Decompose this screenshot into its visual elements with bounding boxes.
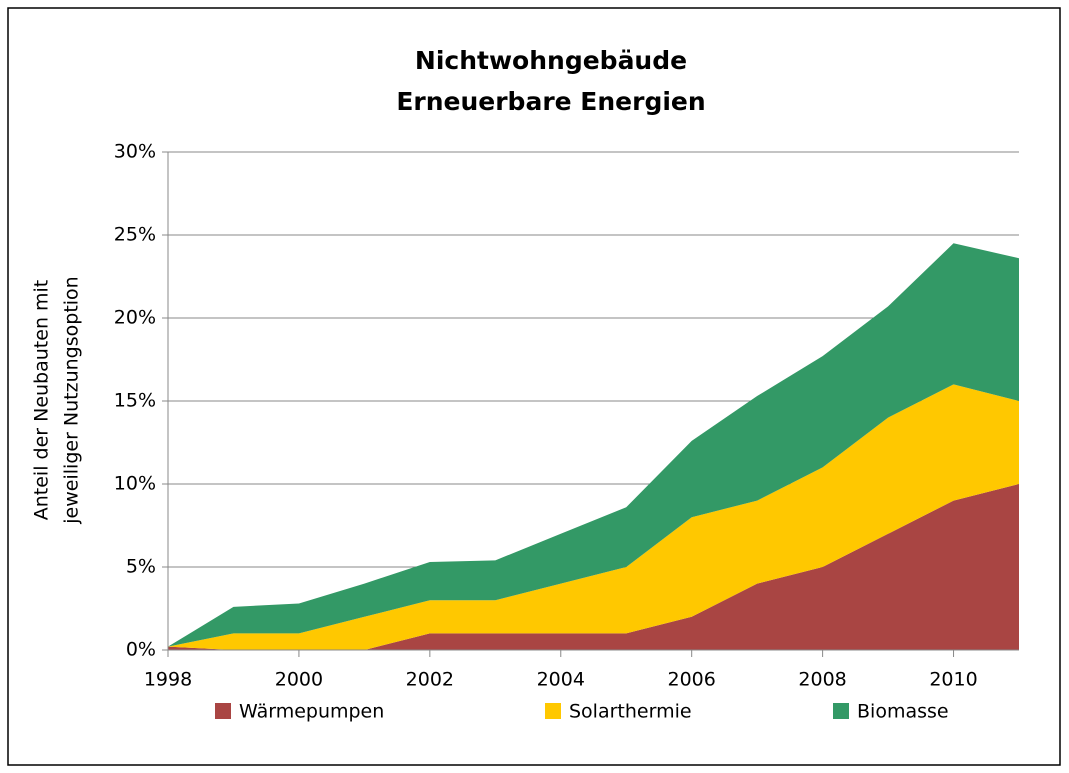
legend-swatch xyxy=(545,703,561,719)
area xyxy=(168,484,1019,650)
y-axis-label-line: jeweiliger Nutzungsoption xyxy=(61,276,83,524)
y-tick-label: 5% xyxy=(126,556,156,578)
y-axis-label-line: Anteil der Neubauten mit xyxy=(31,280,53,521)
chart-title: Erneuerbare Energien xyxy=(396,87,705,116)
x-tick-label: 2000 xyxy=(275,669,323,691)
x-tick-label: 2002 xyxy=(406,669,454,691)
area xyxy=(168,384,1019,650)
legend-swatch xyxy=(215,703,231,719)
y-tick-label: 0% xyxy=(126,639,156,661)
x-tick-label: 1998 xyxy=(144,669,192,691)
x-tick-label: 2006 xyxy=(668,669,716,691)
chart-title: Nichtwohngebäude xyxy=(415,46,687,75)
legend-label: Wärmepumpen xyxy=(239,701,384,723)
y-tick-label: 15% xyxy=(114,390,156,412)
y-tick-label: 10% xyxy=(114,473,156,495)
y-tick-label: 20% xyxy=(114,307,156,329)
x-tick-label: 2008 xyxy=(798,669,846,691)
x-tick-label: 2010 xyxy=(929,669,977,691)
y-tick-label: 30% xyxy=(114,141,156,163)
legend-label: Biomasse xyxy=(857,701,949,723)
y-tick-label: 25% xyxy=(114,224,156,246)
area xyxy=(168,243,1019,647)
x-tick-label: 2004 xyxy=(537,669,585,691)
legend-swatch xyxy=(833,703,849,719)
legend-label: Solarthermie xyxy=(569,701,692,723)
y-axis-label: Anteil der Neubauten mit jeweiliger Nutz… xyxy=(31,276,83,524)
